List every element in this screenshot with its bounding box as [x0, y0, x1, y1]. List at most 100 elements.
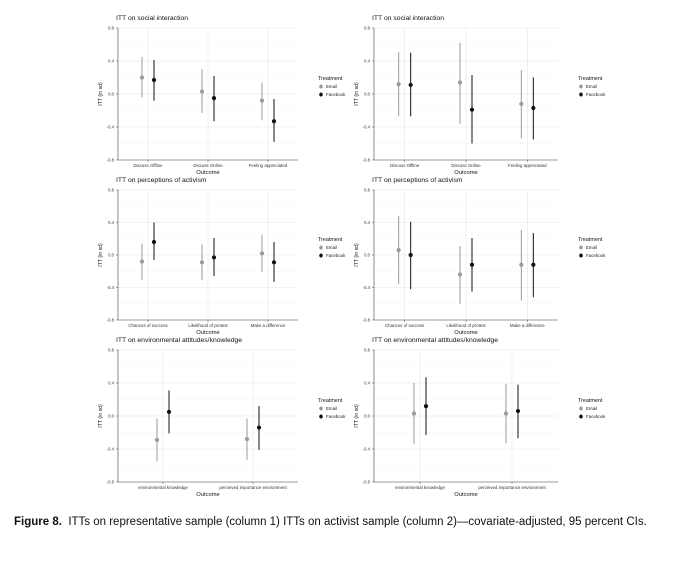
x-tick-label: Likelihood of protest	[446, 323, 486, 328]
data-point	[396, 82, 401, 87]
chart-title: ITT on environmental attitudes/knowledge	[372, 337, 498, 344]
y-tick-label: 0.4	[364, 220, 370, 225]
legend-title: Treatment	[578, 398, 603, 404]
y-tick-label: 0.0	[364, 414, 370, 419]
x-tick-label: Discuss Online	[193, 163, 223, 168]
y-tick-label: -0.4	[107, 447, 115, 452]
y-tick-label: -0.8	[107, 158, 115, 163]
data-point	[423, 404, 429, 409]
data-point	[259, 251, 265, 256]
y-tick-label: 0.0	[364, 253, 370, 258]
x-tick-label: Discuss Offline	[133, 163, 163, 168]
legend-label: Facebook	[326, 92, 346, 97]
chart-title: ITT on social interaction	[372, 15, 444, 22]
legend-label: Email	[586, 406, 597, 411]
data-point	[166, 409, 172, 414]
y-tick-label: 0.0	[108, 253, 114, 258]
y-tick-label: 0.4	[364, 381, 370, 386]
data-point	[519, 101, 524, 106]
legend-title: Treatment	[578, 237, 603, 243]
data-point	[151, 77, 157, 83]
data-point	[199, 89, 205, 94]
y-tick-label: -0.8	[363, 318, 371, 323]
x-axis-label: Outcome	[454, 492, 478, 498]
y-axis-label: ITT (in sd)	[354, 243, 360, 267]
data-point	[503, 411, 509, 416]
y-axis-label: ITT (in sd)	[98, 82, 104, 106]
x-tick-label: Chances of success	[385, 323, 425, 328]
y-tick-label: 0.8	[108, 348, 114, 353]
y-axis-label: ITT (in sd)	[98, 243, 104, 267]
chart-panel-6: ITT on environmental attitudes/knowledge…	[354, 337, 606, 498]
figure-caption: Figure 8. ITTs on representative sample …	[14, 516, 694, 528]
legend-title: Treatment	[318, 76, 343, 82]
data-point	[256, 425, 262, 430]
chart-panel-5: ITT on environmental attitudes/knowledge…	[98, 337, 346, 498]
legend-label: Facebook	[586, 92, 606, 97]
data-point	[259, 98, 265, 103]
data-point	[396, 248, 401, 253]
y-tick-label: 0.8	[364, 26, 370, 31]
x-tick-label: environmental knowledge	[395, 485, 445, 490]
y-tick-label: -0.4	[363, 285, 371, 290]
data-point	[244, 437, 250, 442]
x-tick-label: Make a difference	[510, 323, 545, 328]
chart-title: ITT on social interaction	[116, 15, 188, 22]
y-axis-label: ITT (in sd)	[354, 82, 360, 106]
y-tick-label: -0.8	[363, 480, 371, 485]
data-point	[271, 260, 277, 265]
x-axis-label: Outcome	[196, 492, 220, 498]
y-tick-label: 0.8	[364, 348, 370, 353]
y-tick-label: -0.4	[107, 285, 115, 290]
y-tick-label: -0.4	[363, 125, 371, 130]
caption-label: Figure 8.	[14, 516, 62, 528]
x-tick-label: environmental knowledge	[138, 485, 188, 490]
legend-label: Facebook	[586, 253, 606, 258]
data-point	[139, 75, 145, 80]
x-tick-label: Discuss Offline	[390, 163, 420, 168]
figure-canvas: ITT on social interaction0.80.40.0-0.4-0…	[98, 15, 606, 498]
x-tick-label: perceived importance environment	[219, 485, 287, 490]
y-tick-label: 0.4	[108, 220, 114, 225]
caption-text: ITTs on representative sample (column 1)…	[68, 516, 647, 528]
chart-title: ITT on perceptions of activism	[116, 177, 207, 184]
y-tick-label: 0.4	[108, 59, 114, 64]
x-tick-label: Chances of success	[128, 323, 168, 328]
data-point	[151, 239, 157, 245]
data-point	[408, 252, 413, 258]
y-tick-label: 0.0	[364, 92, 370, 97]
y-tick-label: 0.4	[108, 381, 114, 386]
y-axis-label: ITT (in sd)	[98, 404, 104, 428]
data-point	[211, 96, 217, 101]
legend-label: Facebook	[586, 414, 606, 419]
legend-label: Email	[326, 406, 337, 411]
data-point	[139, 259, 145, 264]
y-tick-label: 0.8	[108, 188, 114, 193]
legend-label: Email	[326, 84, 337, 89]
y-tick-label: 0.4	[364, 59, 370, 64]
legend-label: Email	[586, 245, 597, 250]
legend-title: Treatment	[318, 237, 343, 243]
data-point	[469, 262, 475, 267]
legend-label: Facebook	[326, 253, 346, 258]
legend-label: Email	[326, 245, 337, 250]
data-point	[211, 255, 217, 260]
x-tick-label: Feeling appreciated	[508, 163, 547, 168]
y-tick-label: 0.0	[108, 92, 114, 97]
legend-title: Treatment	[578, 76, 603, 82]
data-point	[469, 107, 475, 112]
y-tick-label: -0.4	[363, 447, 371, 452]
legend-title: Treatment	[318, 398, 343, 404]
y-tick-label: -0.4	[107, 125, 115, 130]
y-tick-label: -0.8	[363, 158, 371, 163]
legend-label: Facebook	[326, 414, 346, 419]
data-point	[199, 260, 205, 265]
data-point	[515, 408, 521, 414]
y-tick-label: -0.8	[107, 318, 115, 323]
data-point	[457, 272, 463, 277]
chart-title: ITT on environmental attitudes/knowledge	[116, 337, 242, 344]
y-tick-label: 0.8	[108, 26, 114, 31]
